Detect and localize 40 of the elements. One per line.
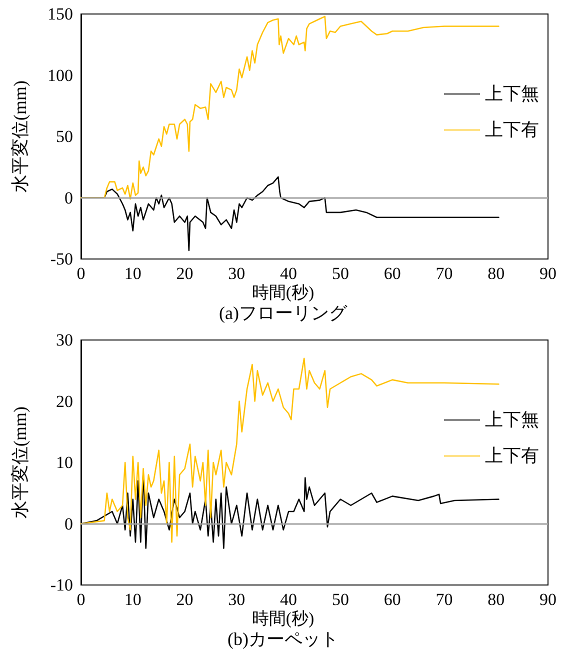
y-tick-label: -10 bbox=[50, 576, 73, 594]
x-tick-label: 70 bbox=[436, 590, 453, 609]
y-tick-label: 0 bbox=[64, 188, 73, 208]
x-tick-label: 10 bbox=[124, 264, 142, 283]
x-tick-label: 20 bbox=[176, 264, 194, 283]
y-axis-title: 水平変位(mm) bbox=[10, 80, 30, 192]
x-tick-label: 40 bbox=[280, 264, 298, 283]
x-tick-label: 50 bbox=[332, 264, 349, 283]
x-axis-title: 時間(秒) bbox=[252, 609, 314, 628]
x-tick-label: 90 bbox=[540, 264, 556, 283]
x-tick-label: 40 bbox=[280, 590, 298, 609]
y-tick-label: -50 bbox=[50, 250, 73, 268]
y-tick-label: 0 bbox=[64, 514, 73, 534]
y-axis-title: 水平変位(mm) bbox=[10, 406, 30, 518]
text: (b)カーペット bbox=[228, 629, 339, 649]
x-tick-label: 90 bbox=[540, 590, 556, 609]
text: (a)フローリング bbox=[219, 303, 348, 323]
x-tick-label: 0 bbox=[76, 590, 86, 609]
y-tick-label: 100 bbox=[48, 66, 73, 85]
x-tick-label: 10 bbox=[124, 590, 142, 609]
x-tick-label: 60 bbox=[384, 264, 401, 283]
x-tick-label: 30 bbox=[228, 264, 246, 283]
x-tick-label: 50 bbox=[332, 590, 349, 609]
y-tick-label: 150 bbox=[48, 4, 73, 24]
y-tick-label: 10 bbox=[56, 453, 73, 472]
x-tick-label: 20 bbox=[176, 590, 194, 609]
legend-label: 上下無 bbox=[485, 410, 539, 430]
legend-label: 上下有 bbox=[485, 120, 539, 140]
legend-label: 上下無 bbox=[485, 84, 539, 104]
x-tick-label: 30 bbox=[228, 590, 246, 609]
legend-label: 上下有 bbox=[485, 446, 539, 466]
x-tick-label: 60 bbox=[384, 590, 401, 609]
x-tick-label: 0 bbox=[76, 264, 86, 283]
y-tick-label: 30 bbox=[56, 330, 73, 350]
x-tick-label: 70 bbox=[436, 264, 453, 283]
x-axis-title: 時間(秒) bbox=[252, 283, 314, 302]
y-tick-label: 20 bbox=[56, 392, 73, 411]
x-tick-label: 80 bbox=[488, 590, 505, 609]
x-tick-label: 80 bbox=[488, 264, 505, 283]
y-tick-label: 50 bbox=[56, 127, 73, 146]
